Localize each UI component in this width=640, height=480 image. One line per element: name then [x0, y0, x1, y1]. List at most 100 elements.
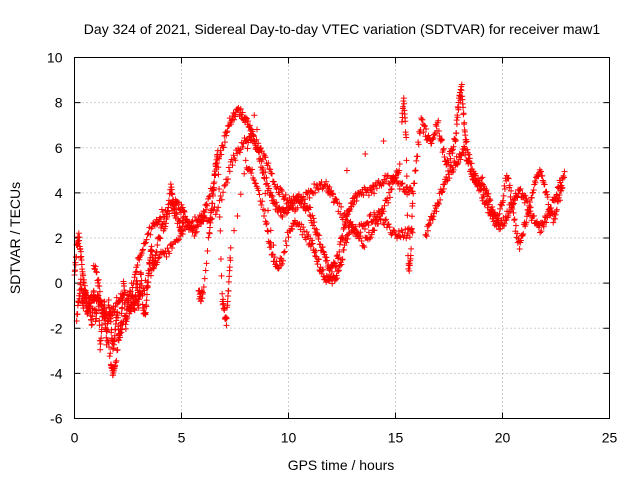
data-point: [328, 268, 335, 275]
data-point: [406, 234, 413, 241]
data-point: [266, 240, 273, 247]
data-point: [278, 212, 285, 219]
data-point: [336, 248, 343, 255]
data-point: [112, 362, 119, 369]
data-point: [438, 136, 445, 143]
data-point: [75, 230, 82, 237]
data-point: [449, 146, 456, 153]
data-point: [440, 185, 447, 192]
plot-frame: [74, 57, 610, 419]
data-point: [291, 200, 298, 207]
data-point: [530, 212, 537, 219]
data-point: [246, 134, 253, 141]
data-point: [263, 174, 270, 181]
data-point: [403, 173, 410, 180]
data-point: [264, 180, 271, 187]
data-point: [413, 157, 420, 164]
data-point: [501, 185, 508, 192]
data-point: [153, 249, 160, 256]
data-point: [335, 254, 342, 261]
data-point: [224, 128, 231, 135]
data-point: [113, 357, 120, 364]
data-point: [210, 184, 217, 191]
data-point: [209, 200, 216, 207]
data-point: [432, 205, 439, 212]
data-point: [557, 179, 564, 186]
data-point: [309, 237, 316, 244]
y-tick-label: 10: [47, 50, 63, 66]
data-point: [283, 242, 290, 249]
data-point: [338, 261, 345, 268]
data-point: [162, 223, 169, 230]
data-point: [312, 189, 319, 196]
data-point: [384, 172, 391, 179]
data-point: [134, 262, 141, 269]
data-point: [301, 228, 308, 235]
data-point: [550, 219, 557, 226]
data-point: [302, 196, 309, 203]
data-point: [199, 289, 206, 296]
data-point: [524, 198, 531, 205]
data-point: [207, 214, 214, 221]
data-point: [226, 168, 233, 175]
data-point: [218, 196, 225, 203]
data-point: [275, 265, 282, 272]
data-point: [220, 189, 227, 196]
data-point: [508, 187, 515, 194]
x-tick-label: 15: [388, 430, 404, 446]
data-point: [143, 297, 150, 304]
data-point: [509, 205, 516, 212]
data-point: [98, 302, 105, 309]
data-point: [220, 144, 227, 151]
data-point: [121, 287, 128, 294]
data-point: [423, 126, 430, 133]
data-point: [425, 132, 432, 139]
data-point: [368, 231, 375, 238]
data-point: [330, 199, 337, 206]
data-point: [231, 227, 238, 234]
data-point: [375, 220, 382, 227]
data-point: [320, 248, 327, 255]
series-arc-e: [422, 143, 566, 253]
data-point: [204, 202, 211, 209]
data-point: [516, 246, 523, 253]
data-point: [145, 279, 152, 286]
data-point: [496, 226, 503, 233]
data-point: [315, 235, 322, 242]
data-point: [433, 208, 440, 215]
data-point: [88, 317, 95, 324]
data-point: [300, 224, 307, 231]
data-point: [435, 200, 442, 207]
data-point: [423, 233, 430, 240]
data-point: [404, 191, 411, 198]
data-point: [517, 185, 524, 192]
data-point: [362, 150, 369, 157]
data-point: [412, 168, 419, 175]
data-point: [217, 192, 224, 199]
data-point: [181, 209, 188, 216]
data-point: [265, 160, 272, 167]
data-point: [310, 215, 317, 222]
data-point: [145, 270, 152, 277]
x-axis-ticks: 0 5 10 15 20 25: [71, 57, 617, 446]
data-point: [303, 229, 310, 236]
data-point: [483, 186, 490, 193]
data-point: [330, 259, 337, 266]
data-point: [497, 205, 504, 212]
data-point: [193, 228, 200, 235]
data-point: [558, 185, 565, 192]
data-point: [179, 204, 186, 211]
data-point: [539, 172, 546, 179]
data-point: [341, 210, 348, 217]
data-point: [278, 186, 285, 193]
data-point: [336, 200, 343, 207]
data-point: [495, 215, 502, 222]
y-tick-label: 0: [55, 275, 63, 291]
data-point: [201, 275, 208, 282]
data-point: [525, 211, 532, 218]
data-point: [112, 303, 119, 310]
data-point: [331, 260, 338, 267]
data-point: [312, 247, 319, 254]
data-point: [279, 260, 286, 267]
data-point: [252, 180, 259, 187]
